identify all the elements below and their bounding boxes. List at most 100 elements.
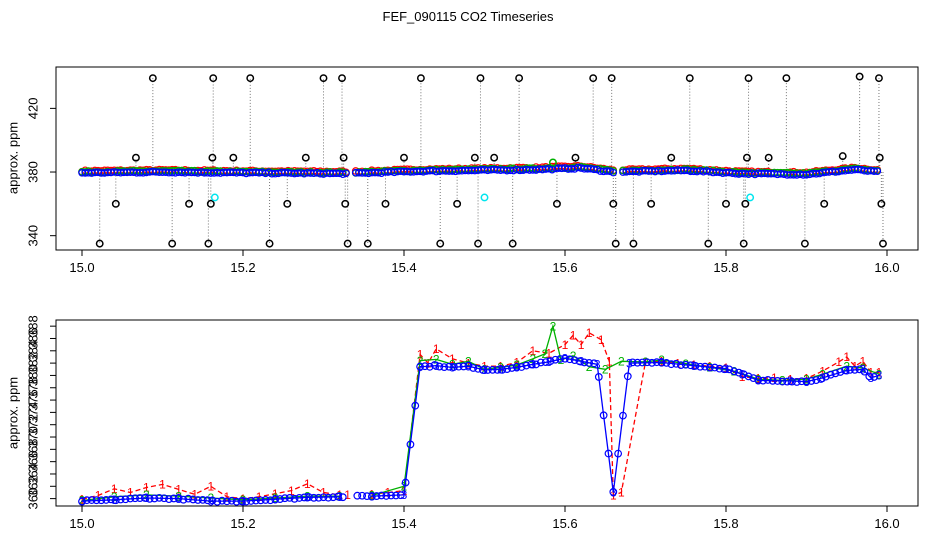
bottom-x-tick-label: 15.8	[713, 516, 738, 531]
series-2-point-label: 2	[558, 353, 565, 367]
top-x-tick-label: 15.2	[230, 260, 255, 275]
series-3-marker	[580, 358, 589, 367]
series-3-point	[609, 168, 618, 177]
spike-point	[148, 74, 157, 83]
cyan-point	[480, 193, 489, 202]
series-1-point-label: 1	[586, 326, 593, 340]
series-3-marker	[111, 496, 120, 505]
top-x-tick-label: 15.8	[713, 260, 738, 275]
series-1-point-label: 1	[835, 355, 842, 369]
series-3-marker	[372, 492, 381, 500]
series-3-marker	[792, 378, 801, 386]
series-2-point-label: 2	[433, 353, 440, 367]
spike-point	[339, 153, 348, 162]
series-2-point-label: 2	[755, 372, 762, 386]
spike-point	[609, 199, 618, 208]
series-1-point-label: 1	[868, 366, 875, 380]
series-3-marker	[305, 493, 313, 502]
series-1-point-label: 1	[570, 329, 577, 343]
bottom-plot-frame	[55, 319, 919, 507]
bottom-y-tick-label: 362	[26, 475, 41, 497]
top-y-tick-label: 380	[26, 161, 41, 183]
series-3-marker	[126, 494, 135, 503]
series-3-marker	[783, 377, 792, 386]
series-1-point-label: 1	[95, 489, 102, 503]
spike-point	[667, 153, 676, 162]
series-3-marker	[232, 497, 241, 506]
spike-point	[400, 153, 408, 162]
series-3-marker	[648, 358, 656, 367]
series-1-point-label: 1	[207, 479, 214, 493]
series-3-marker	[706, 363, 714, 372]
bottom-y-tick-label: 384	[26, 340, 41, 362]
series-3-marker	[662, 359, 671, 367]
series-3-marker	[92, 496, 101, 505]
spike-point	[204, 239, 213, 248]
series-3-marker	[788, 377, 796, 386]
series-3-marker	[334, 492, 342, 501]
spike-point	[879, 239, 887, 248]
series-3-marker	[97, 496, 106, 505]
top-x-tick-label: 15.0	[69, 260, 94, 275]
spike-point	[515, 74, 524, 83]
spike-point	[764, 153, 773, 162]
series-3-marker	[691, 362, 700, 370]
top-x-tick-label: 15.4	[391, 260, 416, 275]
spike-point	[341, 199, 350, 208]
series-1-point-label: 1	[320, 486, 327, 500]
spike-point	[111, 199, 120, 208]
series-3-marker	[295, 494, 304, 502]
series-3-marker	[831, 369, 840, 378]
series-3-marker	[290, 494, 299, 503]
spike-point	[855, 72, 864, 81]
series-3-marker	[759, 376, 767, 385]
bottom-x-tick-label: 15.6	[552, 516, 577, 531]
series-3-marker	[280, 494, 289, 503]
series-3-marker	[194, 496, 202, 504]
series-2-point-label: 2	[417, 354, 424, 368]
bottom-y-tick-label: 364	[26, 463, 41, 485]
series-3-marker	[102, 496, 111, 504]
series-3-marker	[411, 401, 420, 410]
series-3-marker	[720, 365, 729, 374]
series-3-marker	[358, 491, 367, 500]
series-3-marker	[208, 496, 217, 505]
bottom-x-tick-label: 16.0	[874, 516, 899, 531]
series-3-marker	[638, 358, 647, 367]
series-1-point-label: 1	[529, 344, 536, 358]
series-3-marker	[841, 366, 850, 375]
series-3-point-label: 3	[368, 489, 375, 503]
series-3-marker	[493, 365, 502, 374]
top-y-tick-label: 420	[26, 98, 41, 120]
series-3-marker	[338, 493, 347, 502]
series-3-marker	[300, 493, 309, 502]
series-3-marker	[459, 362, 468, 371]
series-3-marker	[382, 492, 391, 500]
series-2-point-label: 2	[529, 352, 536, 366]
series-2-point-label: 2	[843, 359, 850, 373]
spike-point	[508, 239, 517, 248]
series-3-marker	[643, 358, 652, 367]
bottom-x-tick-label: 15.2	[230, 516, 255, 531]
series-3-marker	[189, 495, 197, 504]
series-1-point-label: 1	[272, 487, 279, 501]
series-3-marker	[314, 493, 323, 502]
series-3-marker	[599, 411, 608, 420]
spike-point	[338, 74, 346, 83]
series-1-point-label: 1	[578, 338, 585, 352]
bottom-y-tick-label: 370	[26, 426, 41, 448]
series-1-point-label: 1	[546, 346, 553, 360]
spike-point	[319, 74, 328, 83]
series-3-marker	[227, 496, 236, 505]
spike-point	[607, 74, 616, 83]
series-3-marker	[850, 365, 859, 374]
series-3-marker	[686, 361, 695, 370]
bottom-y-tick-label: 378	[26, 377, 41, 399]
series-3-marker	[739, 370, 748, 379]
series-3-marker	[488, 365, 497, 374]
series-3-marker	[710, 363, 719, 372]
series-2-point-label: 2	[618, 354, 625, 368]
bottom-y-axis-label: approx. ppm	[6, 377, 21, 449]
bottom-plot: 15.0 15.2 15.4 15.6 15.8 16.03603623643663683…	[6, 315, 919, 531]
series-3-marker	[78, 497, 86, 506]
